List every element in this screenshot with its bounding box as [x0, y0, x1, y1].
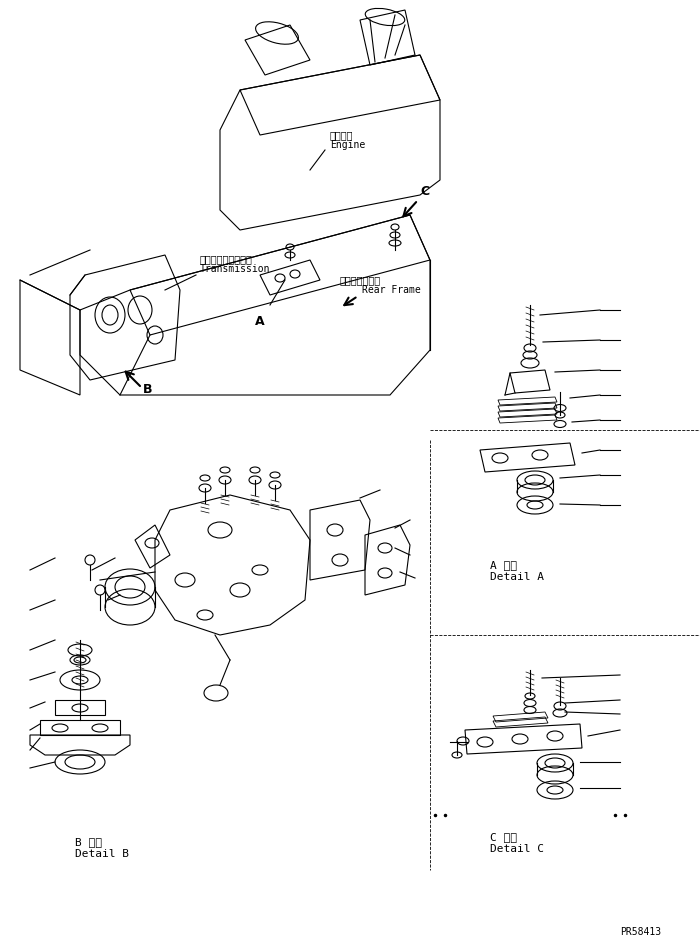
Text: Rear Frame: Rear Frame [362, 285, 421, 295]
Text: A: A [255, 315, 265, 328]
Text: C: C [420, 185, 429, 198]
Text: トランスミッション: トランスミッション [200, 254, 253, 264]
Text: Detail A: Detail A [490, 572, 544, 582]
Text: Engine: Engine [330, 140, 365, 150]
Text: A 詳細: A 詳細 [490, 560, 517, 570]
Text: エンジン: エンジン [330, 130, 354, 140]
Text: B 詳細: B 詳細 [75, 837, 102, 847]
Text: Detail B: Detail B [75, 849, 129, 859]
Text: PR58413: PR58413 [620, 927, 661, 937]
Text: B: B [143, 383, 153, 396]
Text: Detail C: Detail C [490, 844, 544, 854]
Text: Transmission: Transmission [200, 264, 270, 274]
Text: リヤーフレーム: リヤーフレーム [340, 275, 381, 285]
Text: C 詳細: C 詳細 [490, 832, 517, 842]
